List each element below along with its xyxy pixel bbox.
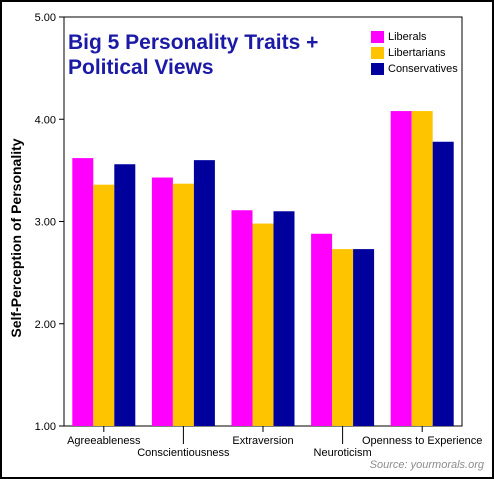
- bar-liberals-neuroticism: [311, 233, 333, 426]
- x-tick-label: Agreeableness: [67, 435, 141, 447]
- legend-item-libertarians: Libertarians: [371, 45, 458, 61]
- bar-libertarians-extraversion: [252, 223, 274, 426]
- bar-conservatives-conscientiousness: [193, 160, 215, 426]
- bar-liberals-conscientiousness: [151, 177, 173, 426]
- y-axis-label: Self-Perception of Personality: [8, 138, 24, 338]
- bar-conservatives-neuroticism: [353, 249, 375, 426]
- bar-libertarians-neuroticism: [332, 249, 354, 426]
- bars: [72, 111, 454, 427]
- legend-item-conservatives: Conservatives: [371, 61, 458, 77]
- chart-title-line-2: Political Views: [68, 56, 214, 79]
- x-tick-label: Openness to Experience: [362, 435, 482, 447]
- legend-label-liberals: Liberals: [388, 31, 427, 43]
- legend-swatch-conservatives: [371, 63, 384, 75]
- ticks: 1.00 2.00 3.00 4.00 5.00 AgreeablenessConscie…: [35, 12, 483, 459]
- chart-title: Big 5 Personality Traits + Political Vie…: [68, 30, 348, 80]
- bar-liberals-openness-to-experience: [390, 111, 412, 426]
- legend-label-conservatives: Conservatives: [388, 63, 458, 75]
- x-tick-label: Conscientiousness: [137, 447, 230, 459]
- y-tick-label: 3.00: [35, 217, 56, 229]
- bar-conservatives-openness-to-experience: [432, 141, 454, 426]
- bar-liberals-agreeableness: [72, 158, 94, 427]
- y-tick-label: 2.00: [35, 319, 56, 331]
- source-note: Source: yourmorals.org: [369, 459, 484, 471]
- bar-liberals-extraversion: [231, 210, 253, 426]
- y-tick-label: 4.00: [35, 114, 56, 126]
- y-tick-label: 1.00: [35, 421, 56, 433]
- bar-conservatives-extraversion: [273, 211, 295, 426]
- y-tick-label: 5.00: [35, 12, 56, 24]
- legend: Liberals Libertarians Conservatives: [371, 29, 458, 77]
- x-tick-label: Extraversion: [232, 435, 293, 447]
- bar-libertarians-conscientiousness: [172, 183, 194, 426]
- legend-label-libertarians: Libertarians: [388, 47, 446, 59]
- chart-title-line-1: Big 5 Personality Traits +: [68, 31, 319, 54]
- bar-conservatives-agreeableness: [114, 164, 136, 427]
- bar-libertarians-openness-to-experience: [411, 111, 433, 426]
- legend-item-liberals: Liberals: [371, 29, 458, 45]
- bar-libertarians-agreeableness: [93, 184, 115, 426]
- legend-swatch-liberals: [371, 31, 384, 43]
- legend-swatch-libertarians: [371, 47, 384, 59]
- x-tick-label: Neuroticism: [314, 447, 372, 459]
